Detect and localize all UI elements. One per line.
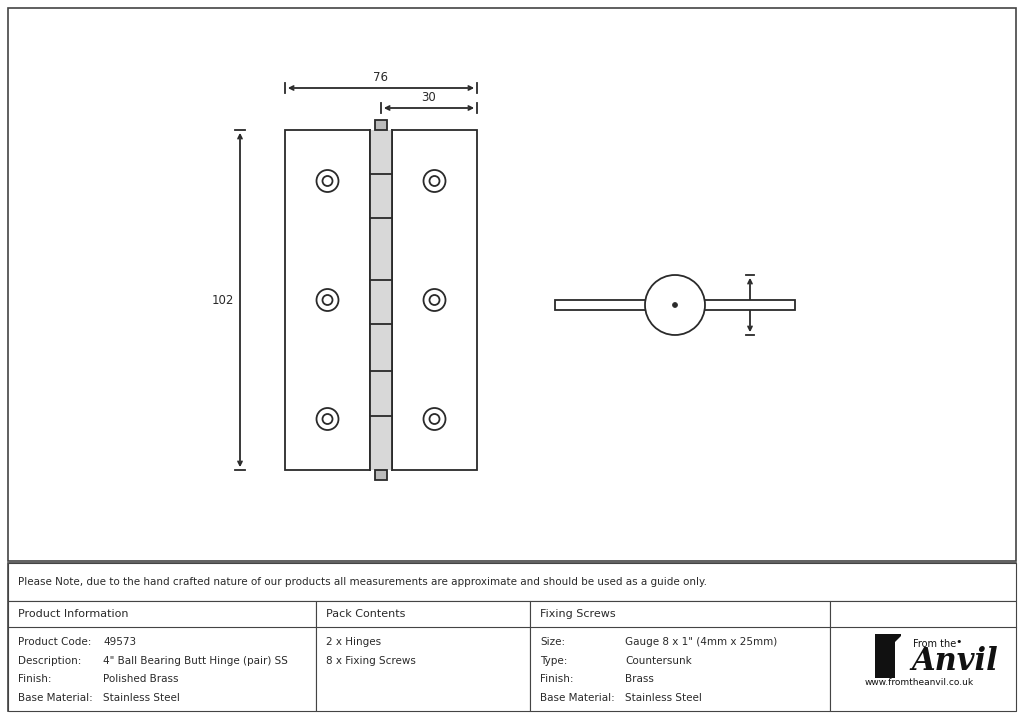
Circle shape: [429, 176, 439, 186]
Bar: [830, 601, 1016, 711]
Text: Base Material:: Base Material:: [18, 693, 93, 703]
Bar: [375, 470, 387, 480]
Text: Fixing Screws: Fixing Screws: [540, 609, 615, 619]
Bar: [8, 601, 316, 711]
Text: Polished Brass: Polished Brass: [103, 674, 178, 684]
Text: Finish:: Finish:: [18, 674, 51, 684]
Text: •: •: [955, 637, 962, 647]
Text: Product Code:: Product Code:: [18, 637, 91, 647]
Circle shape: [316, 408, 339, 430]
Circle shape: [424, 170, 445, 192]
Circle shape: [316, 289, 339, 311]
Circle shape: [424, 408, 445, 430]
Circle shape: [429, 414, 439, 424]
Text: From the: From the: [913, 639, 956, 649]
Circle shape: [323, 295, 333, 305]
Circle shape: [429, 295, 439, 305]
Bar: [316, 601, 530, 711]
Text: Description:: Description:: [18, 656, 81, 666]
Text: Please Note, due to the hand crafted nature of our products all measurements are: Please Note, due to the hand crafted nat…: [18, 577, 707, 587]
Text: 30: 30: [422, 91, 436, 104]
Text: Anvil: Anvil: [911, 646, 997, 677]
Text: Gauge 8 x 1" (4mm x 25mm): Gauge 8 x 1" (4mm x 25mm): [625, 637, 777, 647]
Circle shape: [316, 170, 339, 192]
Text: Stainless Steel: Stainless Steel: [625, 693, 701, 703]
Text: Finish:: Finish:: [540, 674, 573, 684]
Circle shape: [424, 289, 445, 311]
Text: Product Information: Product Information: [18, 609, 128, 619]
Text: 76: 76: [374, 71, 388, 84]
Bar: [375, 120, 387, 130]
Bar: [370, 130, 392, 470]
Bar: [8, 563, 1016, 711]
Circle shape: [645, 275, 705, 335]
Text: www.fromtheanvil.co.uk: www.fromtheanvil.co.uk: [864, 678, 974, 687]
Text: 49573: 49573: [103, 637, 136, 647]
Text: Size:: Size:: [540, 637, 565, 647]
Bar: [392, 130, 477, 470]
Bar: [8, 8, 1016, 561]
Circle shape: [323, 176, 333, 186]
Text: 2 x Hinges: 2 x Hinges: [326, 637, 381, 647]
Text: 4" Ball Bearing Butt Hinge (pair) SS: 4" Ball Bearing Butt Hinge (pair) SS: [103, 656, 288, 666]
Text: Pack Contents: Pack Contents: [326, 609, 406, 619]
Bar: [285, 130, 370, 470]
Text: Countersunk: Countersunk: [625, 656, 692, 666]
Text: 8 x Fixing Screws: 8 x Fixing Screws: [326, 656, 416, 666]
Circle shape: [673, 303, 678, 308]
Text: Stainless Steel: Stainless Steel: [103, 693, 180, 703]
Polygon shape: [874, 634, 901, 678]
Text: Brass: Brass: [625, 674, 654, 684]
Text: Type:: Type:: [540, 656, 567, 666]
Text: 102: 102: [212, 293, 234, 306]
Circle shape: [323, 414, 333, 424]
Bar: [530, 601, 830, 711]
Bar: [8, 563, 1016, 601]
Text: Base Material:: Base Material:: [540, 693, 614, 703]
Text: Ø 14: Ø 14: [756, 298, 784, 311]
Bar: [555, 300, 795, 310]
